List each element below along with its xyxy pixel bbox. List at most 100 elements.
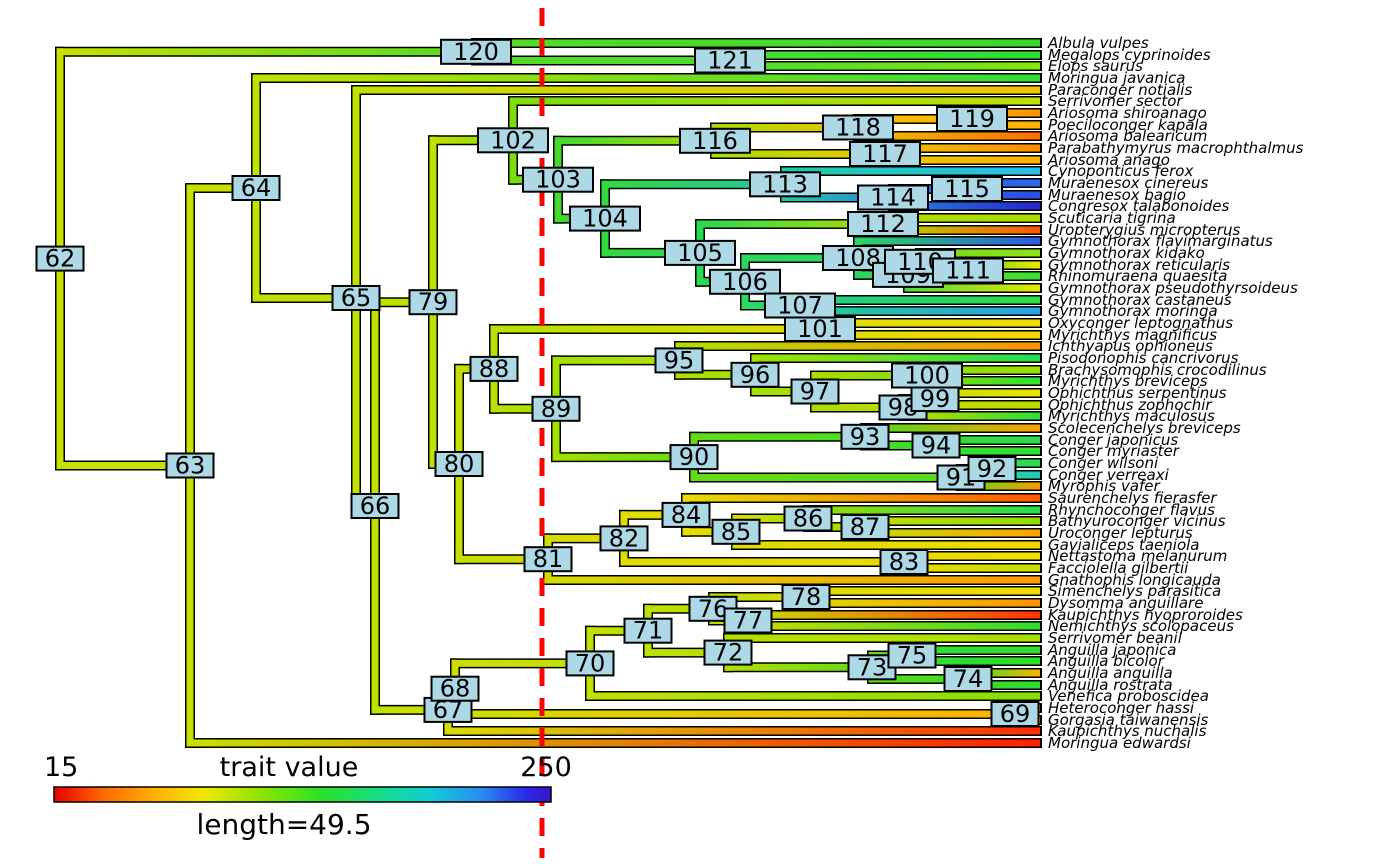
node-box-94	[911, 432, 961, 459]
node-label-89: 89	[541, 395, 572, 423]
tip-label-23: Gymnothorax castaneus	[1048, 291, 1232, 309]
tip-label-51: Nemichthys scolopaceus	[1048, 617, 1234, 635]
node-label-88: 88	[479, 355, 510, 383]
node-label-93: 93	[850, 423, 881, 451]
tip-label-30: Myrichthys breviceps	[1048, 372, 1208, 390]
tip-label-1: Albula vulpes	[1047, 34, 1149, 52]
tip-label-47: Gnathophis longicauda	[1048, 571, 1221, 589]
trait-value-colorbar	[53, 786, 552, 803]
node-box-121	[694, 47, 766, 74]
node-box-105	[664, 239, 736, 266]
node-label-69: 69	[1000, 700, 1031, 728]
node-box-83	[879, 549, 929, 575]
node-label-68: 68	[440, 675, 471, 703]
node-box-107	[764, 292, 836, 319]
node-label-84: 84	[671, 501, 702, 529]
node-label-70: 70	[575, 649, 606, 677]
tip-label-15: Congresox talabonoides	[1048, 197, 1229, 215]
node-label-71: 71	[633, 617, 664, 645]
tip-label-42: Bathyuroconger vicinus	[1048, 512, 1226, 530]
tip-label-12: Cynoponticus ferox	[1048, 162, 1193, 180]
node-box-77	[723, 607, 773, 634]
node-box-92	[967, 456, 1017, 482]
node-label-94: 94	[921, 432, 952, 460]
tip-label-20: Gymnothorax reticularis	[1048, 256, 1230, 274]
node-label-64: 64	[241, 174, 272, 202]
node-label-102: 102	[490, 126, 536, 154]
node-label-86: 86	[793, 505, 824, 533]
node-label-121: 121	[707, 47, 753, 75]
tip-label-13: Muraenesox cinereus	[1048, 174, 1208, 192]
node-box-65	[331, 285, 381, 311]
node-box-66	[350, 493, 400, 519]
node-box-101	[784, 316, 856, 342]
tip-label-40: Saurenchelys fierasfer	[1048, 489, 1217, 507]
node-box-81	[523, 546, 573, 573]
node-box-120	[440, 38, 512, 65]
node-label-82: 82	[609, 524, 640, 552]
tip-label-21: Rhinomuraena quaesita	[1048, 267, 1227, 285]
tip-label-43: Uroconger lepturus	[1048, 524, 1193, 542]
legend-min-value: 15	[44, 752, 79, 783]
node-box-80	[434, 451, 484, 477]
node-box-114	[857, 184, 929, 211]
node-box-96	[730, 361, 780, 388]
node-label-120: 120	[453, 38, 499, 66]
node-label-105: 105	[677, 239, 723, 267]
tip-label-55: Anguilla anguilla	[1047, 664, 1173, 682]
tip-label-34: Scolecenchelys breviceps	[1048, 419, 1241, 437]
tip-label-38: Conger verreaxi	[1048, 466, 1170, 484]
node-box-74	[943, 666, 993, 692]
node-box-85	[711, 518, 761, 545]
node-box-100	[891, 362, 963, 389]
tip-label-39: Myrophis vafer	[1048, 477, 1161, 495]
node-box-111	[932, 257, 1004, 284]
tip-label-49: Dysomma anguillare	[1048, 594, 1203, 612]
node-box-116	[679, 127, 751, 154]
node-label-112: 112	[860, 210, 906, 238]
tip-label-27: Ichthyapus ophioneus	[1048, 337, 1213, 355]
node-box-68	[430, 675, 480, 702]
tip-label-19: Gymnothorax kidako	[1048, 244, 1205, 262]
node-box-67	[423, 696, 473, 723]
node-box-75	[887, 642, 937, 669]
tip-label-14: Muraenesox bagio	[1048, 186, 1186, 204]
node-label-66: 66	[360, 492, 391, 520]
tip-label-16: Scuticaria tigrina	[1048, 209, 1176, 227]
tip-label-26: Myrichthys magnificus	[1048, 326, 1217, 344]
tip-label-2: Megalops cyprinoides	[1048, 46, 1211, 64]
tip-label-8: Poeciloconger kapala	[1048, 116, 1208, 134]
tip-label-18: Gymnothorax flavimarginatus	[1048, 232, 1273, 250]
tip-label-54: Anguilla bicolor	[1047, 652, 1165, 670]
tip-label-46: Facciolella gilbertii	[1048, 559, 1189, 577]
node-box-118	[822, 114, 894, 141]
node-label-65: 65	[341, 284, 372, 312]
tip-label-25: Oxyconger leptognathus	[1048, 314, 1233, 332]
node-label-113: 113	[762, 170, 808, 198]
tip-label-58: Heteroconger hassi	[1048, 699, 1195, 717]
node-label-107: 107	[777, 292, 823, 320]
tip-label-17: Uropterygius micropterus	[1048, 221, 1240, 239]
tip-label-22: Gymnothorax pseudothyrsoideus	[1048, 279, 1298, 297]
tip-label-60: Kaupichthys nuchalis	[1048, 722, 1207, 740]
node-box-79	[408, 289, 458, 316]
node-label-103: 103	[535, 166, 581, 194]
node-box-69	[990, 701, 1040, 727]
node-box-89	[531, 395, 581, 422]
node-box-93	[840, 423, 890, 450]
tip-label-33: Myrichthys maculosus	[1048, 407, 1215, 425]
node-box-78	[781, 584, 831, 610]
tip-label-41: Rhynchoconger flavus	[1048, 501, 1215, 519]
node-label-117: 117	[862, 140, 908, 168]
legend-title: trait value	[219, 752, 359, 783]
node-label-81: 81	[533, 545, 564, 573]
tip-label-7: Ariosoma shiroanago	[1047, 104, 1207, 122]
node-label-62: 62	[45, 245, 76, 273]
node-box-86	[783, 505, 833, 532]
node-label-115: 115	[944, 175, 990, 203]
node-label-104: 104	[582, 205, 628, 233]
tip-label-35: Conger japonicus	[1048, 431, 1178, 449]
tip-label-29: Brachysomophis crocodilinus	[1048, 361, 1267, 379]
